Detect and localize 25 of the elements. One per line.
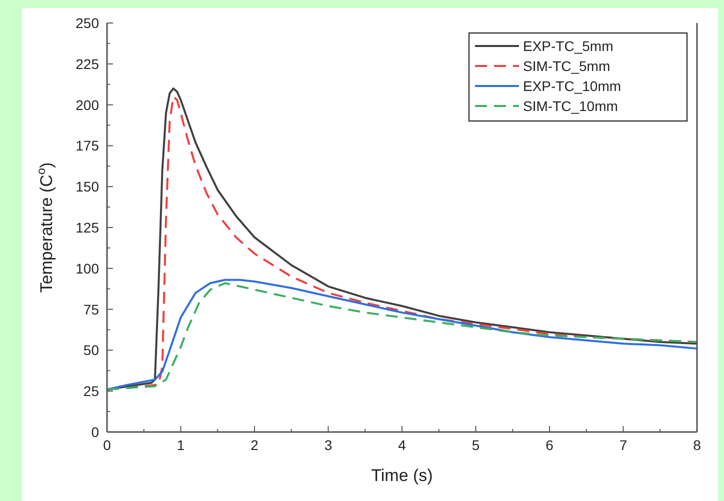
legend-label: SIM-TC_10mm — [523, 98, 618, 114]
y-tick-label: 150 — [76, 178, 100, 195]
y-tick-label: 175 — [76, 138, 100, 154]
y-tick-label: 100 — [76, 260, 100, 276]
x-tick-label: 1 — [176, 437, 185, 453]
y-tick-label: 0 — [91, 424, 100, 440]
x-tick-label: 4 — [398, 437, 406, 453]
y-tick-label: 75 — [83, 301, 100, 318]
x-axis-title: Time (s) — [371, 466, 433, 485]
y-tick-label: 225 — [76, 56, 100, 72]
x-tick-label: 3 — [324, 437, 332, 453]
x-tick-label: 7 — [619, 437, 628, 453]
x-tick-label: 6 — [546, 437, 554, 453]
y-tick-label: 25 — [83, 383, 100, 400]
x-tick-label: 2 — [250, 437, 259, 453]
legend-label: EXP-TC_10mm — [523, 78, 622, 94]
x-tick-label: 0 — [103, 437, 112, 453]
y-tick-label: 200 — [76, 96, 100, 113]
legend-label: EXP-TC_5mm — [523, 38, 614, 54]
y-tick-label: 250 — [76, 15, 100, 31]
legend-label: SIM-TC_5mm — [523, 58, 610, 74]
x-tick-label: 8 — [693, 437, 702, 453]
x-tick-label: 5 — [472, 437, 480, 453]
y-tick-label: 50 — [83, 342, 100, 358]
y-tick-label: 125 — [76, 220, 100, 236]
